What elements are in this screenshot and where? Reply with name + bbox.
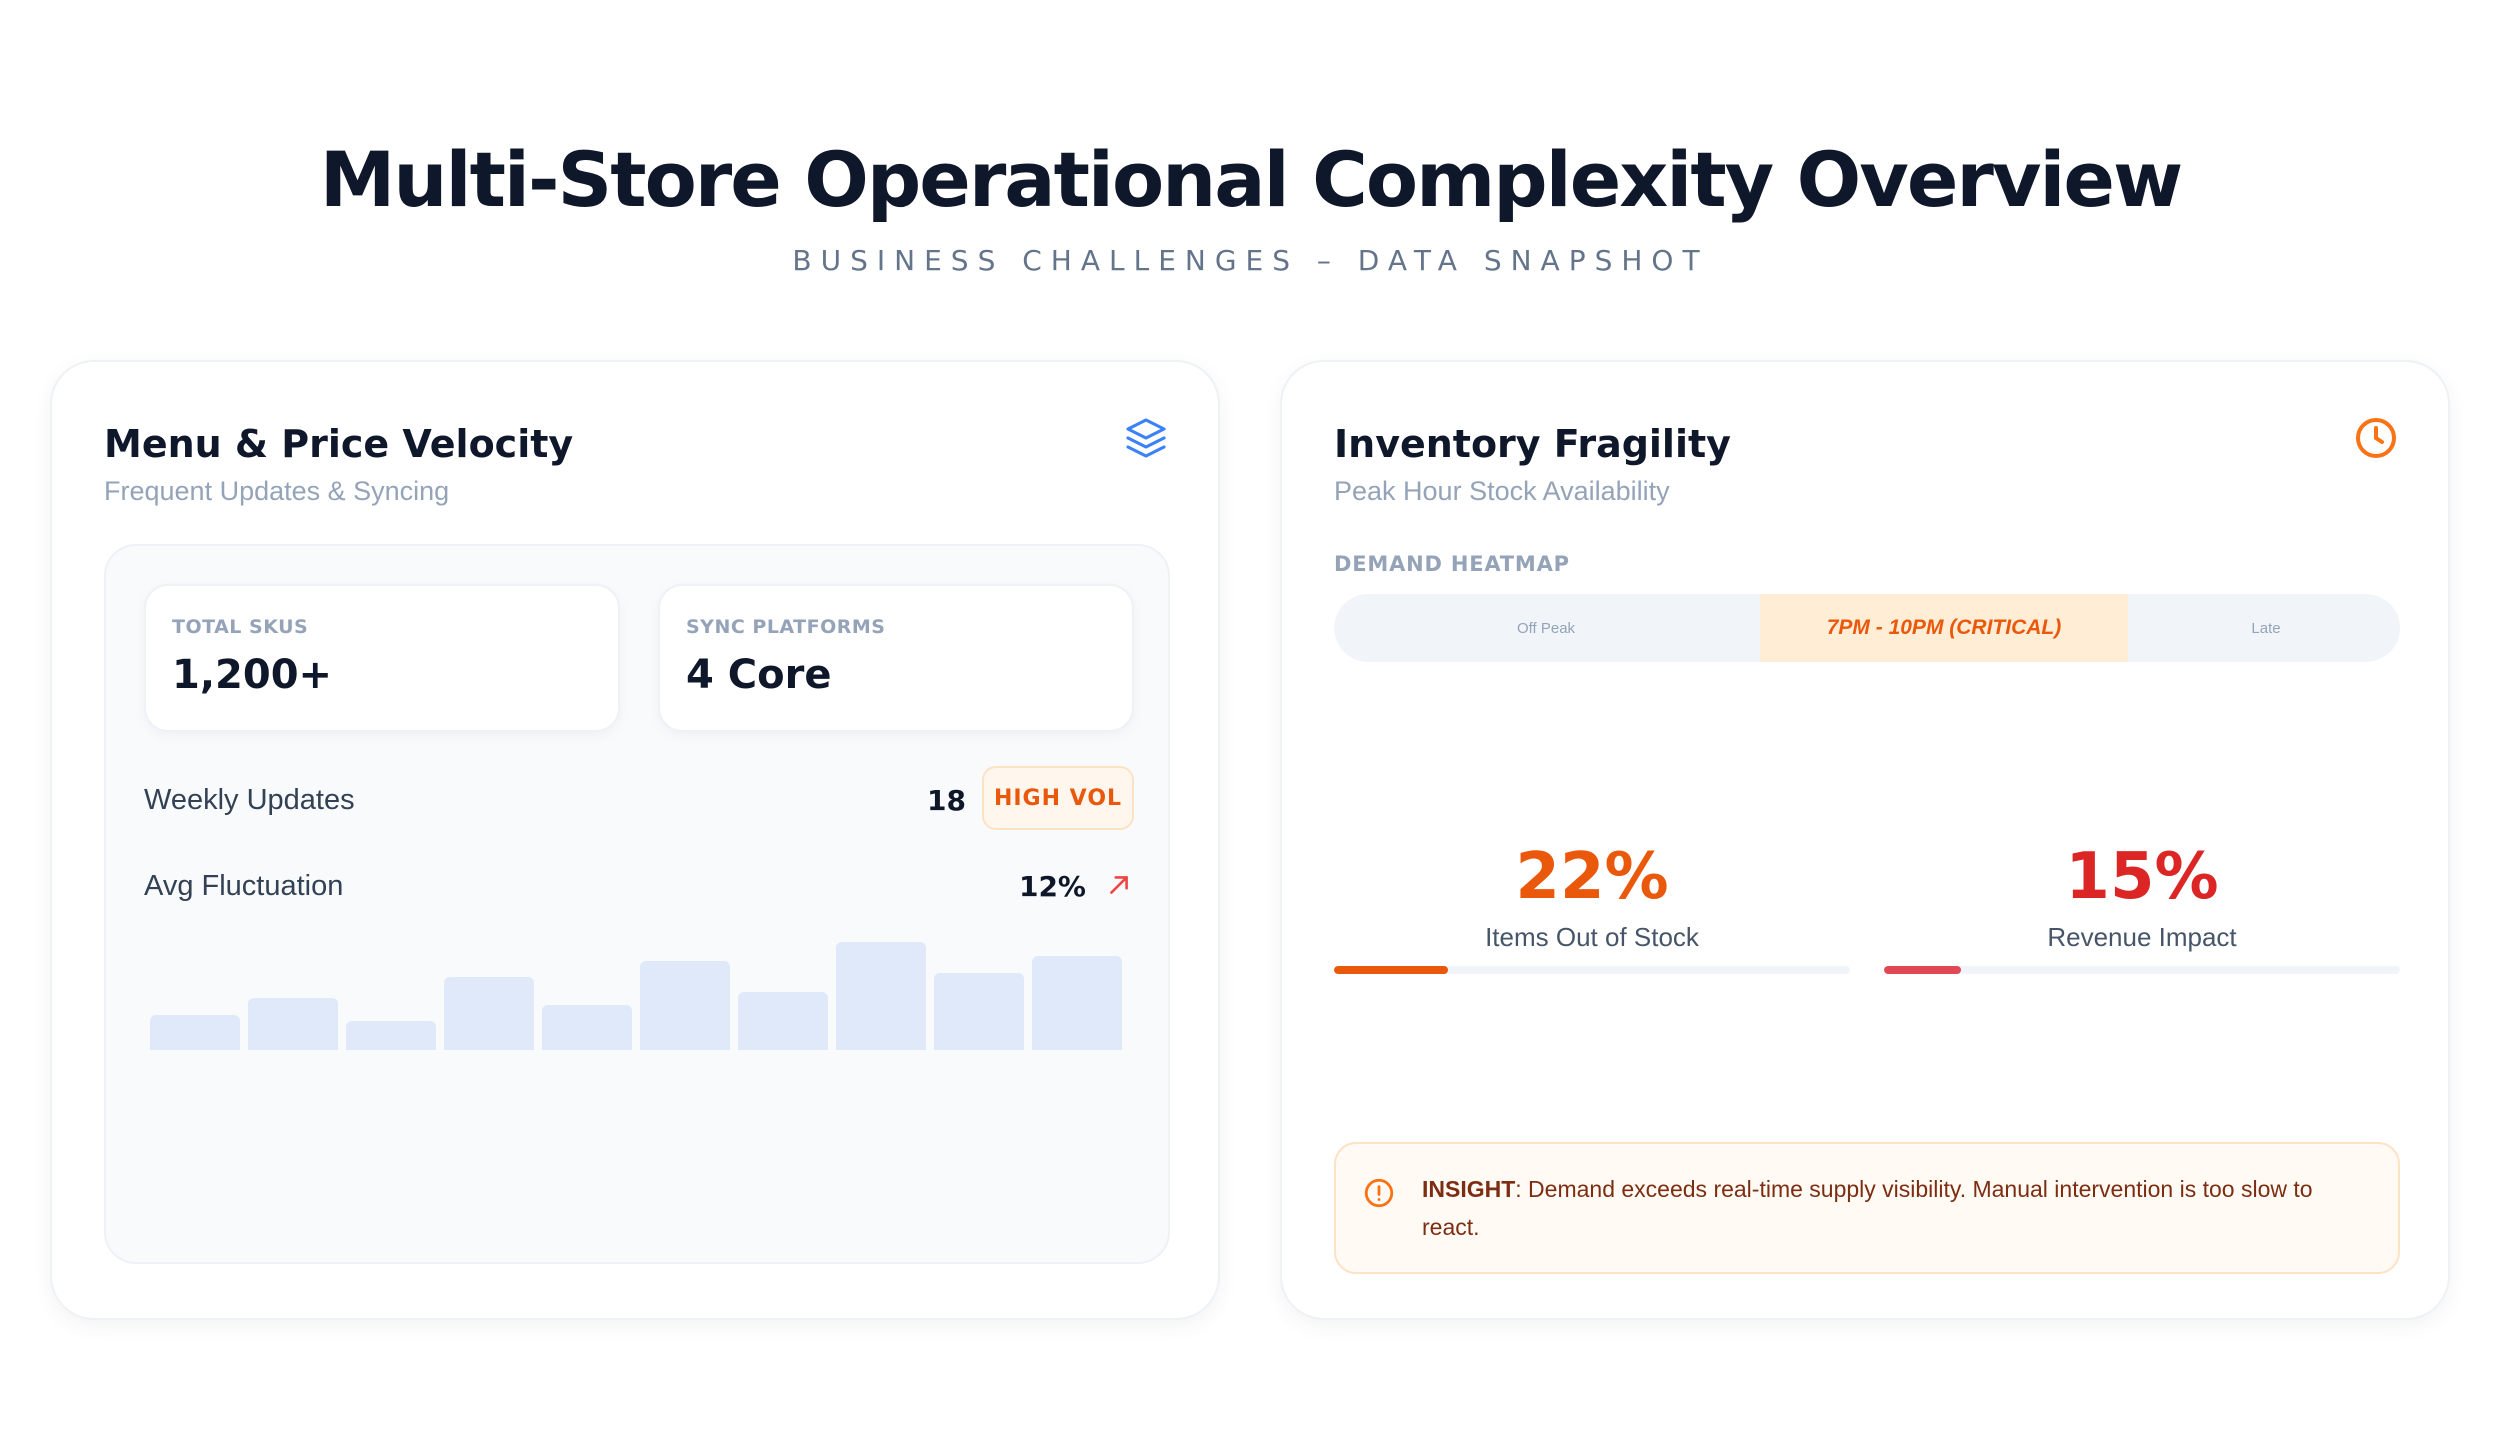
velocity-panel: TOTAL SKUS 1,200+ SYNC PLATFORMS 4 Core … <box>104 544 1170 1264</box>
frequency-bar <box>150 1015 240 1050</box>
page-subtitle: BUSINESS CHALLENGES – DATA SNAPSHOT <box>792 244 1709 277</box>
stat-total-skus: TOTAL SKUS 1,200+ <box>144 584 620 732</box>
menu-price-velocity-card: Menu & Price Velocity Frequent Updates &… <box>50 360 1220 1320</box>
frequency-bar <box>248 998 338 1050</box>
demand-heatmap: Off Peak 7PM - 10PM (CRITICAL) Late <box>1334 594 2400 662</box>
high-volume-badge: HIGH VOL <box>982 766 1134 830</box>
arrow-up-right-icon <box>1110 876 1128 894</box>
revenue-impact-progress-track <box>1884 966 2400 974</box>
stat-sync-platforms: SYNC PLATFORMS 4 Core <box>658 584 1134 732</box>
demand-heatmap-label: DEMAND HEATMAP <box>1334 552 1570 576</box>
out-of-stock-label: Items Out of Stock <box>1485 922 1699 952</box>
layers-icon <box>1126 418 1166 458</box>
clock-icon <box>2356 418 2396 458</box>
stat-value: 1,200+ <box>172 652 333 698</box>
stat-value: 4 Core <box>686 652 832 698</box>
page-header: Multi-Store Operational Complexity Overv… <box>0 130 2501 277</box>
frequency-bar <box>346 1021 436 1050</box>
metric-label: Avg Fluctuation <box>144 870 344 902</box>
frequency-bar <box>836 942 926 1050</box>
weekly-updates-row: Weekly Updates 18 HIGH VOL <box>144 766 1134 836</box>
frequency-bar <box>542 1005 632 1050</box>
frequency-bar <box>640 961 730 1050</box>
inventory-fragility-card: Inventory Fragility Peak Hour Stock Avai… <box>1280 360 2450 1320</box>
out-of-stock-progress-track <box>1334 966 1850 974</box>
avg-fluctuation-row: Avg Fluctuation 12% <box>144 852 1134 922</box>
out-of-stock-percent: 22% <box>1515 840 1669 914</box>
page-title: Multi-Store Operational Complexity Overv… <box>319 135 2183 224</box>
metric-label: Weekly Updates <box>144 784 355 816</box>
insight-callout: INSIGHT: Demand exceeds real-time supply… <box>1334 1142 2400 1274</box>
stat-label: SYNC PLATFORMS <box>686 616 886 638</box>
metric-value: 18 <box>927 784 966 817</box>
heatmap-segment-critical: 7PM - 10PM (CRITICAL) <box>1760 594 2128 662</box>
frequency-bar <box>934 973 1024 1050</box>
frequency-bar <box>738 992 828 1050</box>
frequency-bar <box>1032 956 1122 1050</box>
revenue-impact-percent: 15% <box>2065 840 2219 914</box>
update-frequency-bars <box>150 942 1140 1050</box>
card-subtitle: Peak Hour Stock Availability <box>1334 476 1670 506</box>
stat-label: TOTAL SKUS <box>172 616 309 638</box>
metric-value: 12% <box>1018 870 1086 903</box>
card-title: Menu & Price Velocity <box>104 422 574 466</box>
insight-body: : Demand exceeds real-time supply visibi… <box>1422 1176 2313 1240</box>
frequency-bar <box>444 977 534 1050</box>
revenue-impact-label: Revenue Impact <box>2047 922 2237 952</box>
insight-text: INSIGHT: Demand exceeds real-time supply… <box>1422 1170 2372 1246</box>
insight-label: INSIGHT <box>1422 1176 1516 1202</box>
out-of-stock-progress-fill <box>1334 966 1448 974</box>
card-subtitle: Frequent Updates & Syncing <box>104 476 450 506</box>
revenue-impact-progress-fill <box>1884 966 1962 974</box>
heatmap-segment-late: Late <box>2251 619 2281 637</box>
card-title: Inventory Fragility <box>1334 422 1731 466</box>
info-alert-icon <box>1364 1178 1394 1208</box>
heatmap-segment-off-peak: Off Peak <box>1516 619 1576 637</box>
